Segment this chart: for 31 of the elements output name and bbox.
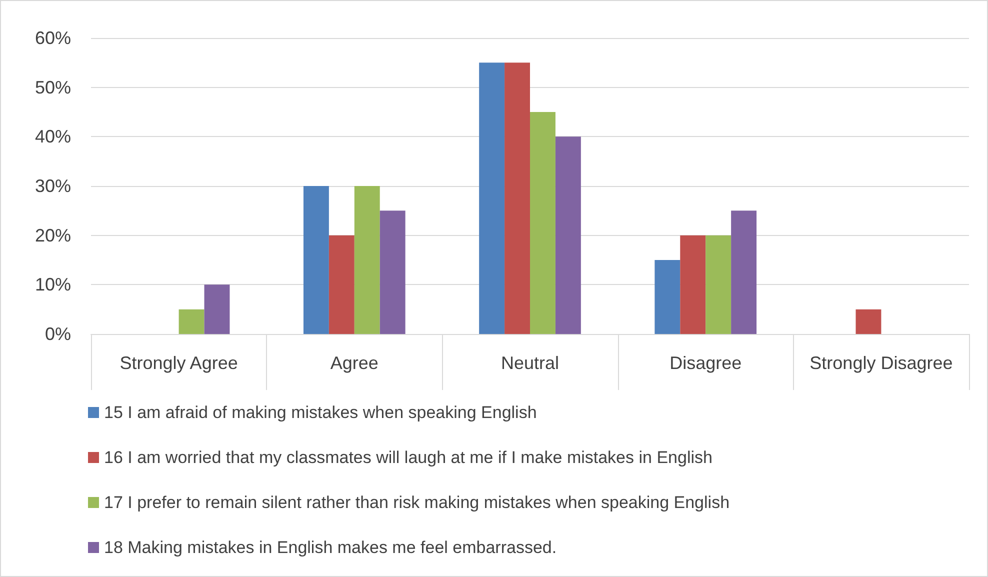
bar: [706, 235, 732, 334]
legend-label: 15 I am afraid of making mistakes when speaking English: [104, 403, 537, 422]
x-tick-label: Disagree: [670, 353, 742, 373]
x-tick-label: Agree: [330, 353, 378, 373]
bar: [680, 235, 706, 334]
y-tick-label: 50%: [34, 77, 71, 98]
legend-label: 16 I am worried that my classmates will laugh at me if I make mistakes in English: [104, 448, 712, 467]
y-tick-label: 0%: [44, 324, 71, 344]
bar: [354, 186, 380, 334]
y-tick-label: 60%: [34, 28, 71, 48]
x-tick-label: Neutral: [500, 353, 560, 373]
y-tick-label: 30%: [34, 176, 71, 196]
bar: [380, 210, 406, 334]
bar: [204, 284, 230, 334]
x-tick-label: Strongly Disagree: [810, 353, 953, 373]
bar: [731, 210, 757, 334]
bar: [479, 62, 505, 334]
legend-label: 18 Making mistakes in English makes me feel embarrassed.: [104, 538, 557, 557]
bar: [303, 186, 329, 334]
bar: [555, 136, 581, 334]
bar: [178, 309, 204, 334]
bar: [504, 62, 530, 334]
x-tick-label: Strongly Agree: [120, 353, 238, 373]
y-tick-label: 40%: [34, 126, 71, 147]
bar: [530, 112, 556, 334]
bar: [856, 309, 882, 334]
bar: [328, 235, 354, 334]
legend-label: 17 I prefer to remain silent rather than risk making mistakes when speaking English: [104, 493, 730, 512]
y-tick-label: 10%: [34, 274, 71, 295]
bar: [654, 260, 680, 334]
y-tick-label: 20%: [34, 225, 71, 246]
